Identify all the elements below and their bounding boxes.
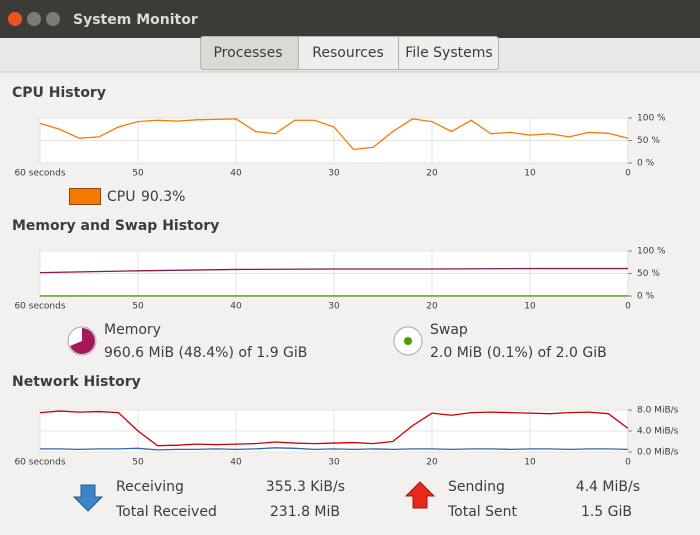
title-bar: [0, 0, 700, 38]
x-tick-label: 10: [524, 458, 536, 468]
x-tick-label: 20: [426, 169, 438, 179]
receiving-icon[interactable]: [72, 484, 104, 512]
tab[interactable]: Processes: [213, 45, 282, 61]
memory-reading: 960.6 MiB (48.4%) of 1.9 GiB: [104, 345, 307, 361]
y-tick-label: 0 %: [637, 292, 655, 302]
series-line: [39, 410, 629, 447]
close-button[interactable]: [8, 12, 22, 26]
section-title: Network History: [12, 374, 141, 390]
total-name: Total Sent: [447, 504, 518, 520]
cpu-color-swatch[interactable]: [69, 188, 101, 205]
sending-icon[interactable]: [404, 481, 436, 509]
memory-icon-fill: [70, 328, 95, 354]
x-tick-label: 60 seconds: [14, 169, 65, 179]
y-tick-label: 100 %: [637, 114, 666, 124]
x-tick-label: 40: [230, 458, 242, 468]
x-tick-label: 0: [625, 458, 631, 468]
x-tick-label: 40: [230, 169, 242, 179]
swap-reading: 2.0 MiB (0.1%) of 2.0 GiB: [430, 345, 607, 361]
y-tick-label: 0 %: [637, 159, 655, 169]
y-tick-label: 50 %: [637, 269, 660, 279]
x-tick-label: 50: [132, 302, 144, 312]
section-title: CPU History: [12, 85, 106, 101]
tab[interactable]: File Systems: [405, 45, 492, 61]
x-tick-label: 20: [426, 302, 438, 312]
swap-icon-fill: [404, 337, 412, 345]
x-tick-label: 30: [328, 458, 340, 468]
total-received: 231.8 MiB: [270, 504, 340, 520]
maximize-button[interactable]: [46, 12, 60, 26]
x-tick-label: 50: [132, 458, 144, 468]
window-title: System Monitor: [73, 12, 198, 28]
tab[interactable]: Resources: [312, 45, 384, 61]
y-tick-label: 0.0 MiB/s: [637, 448, 679, 458]
x-tick-label: 60 seconds: [14, 458, 65, 468]
y-tick-label: 8.0 MiB/s: [637, 406, 679, 416]
series-line: [39, 118, 629, 151]
legend-name: Memory: [104, 322, 161, 338]
x-tick-label: 30: [328, 302, 340, 312]
legend-name: Swap: [430, 322, 468, 338]
legend-name: Sending: [448, 479, 505, 495]
x-tick-label: 0: [625, 302, 631, 312]
x-tick-label: 10: [524, 169, 536, 179]
total-sent: 1.5 GiB: [581, 504, 632, 520]
section-title: Memory and Swap History: [12, 218, 219, 234]
y-tick-label: 100 %: [637, 247, 666, 257]
x-tick-label: 60 seconds: [14, 302, 65, 312]
y-tick-label: 4.0 MiB/s: [637, 427, 679, 437]
y-tick-label: 50 %: [637, 136, 660, 146]
sending-rate: 4.4 MiB/s: [576, 479, 640, 495]
legend-name: CPU: [107, 189, 135, 205]
x-tick-label: 40: [230, 302, 242, 312]
x-tick-label: 50: [132, 169, 144, 179]
x-tick-label: 20: [426, 458, 438, 468]
total-name: Total Received: [115, 504, 217, 520]
x-tick-label: 30: [328, 169, 340, 179]
receiving-rate: 355.3 KiB/s: [266, 479, 345, 495]
series-line: [40, 447, 629, 451]
cpu-reading: 90.3%: [141, 189, 185, 205]
series-line: [39, 267, 628, 274]
x-tick-label: 10: [524, 302, 536, 312]
x-tick-label: 0: [625, 169, 631, 179]
minimize-button[interactable]: [27, 12, 41, 26]
legend-name: Receiving: [116, 479, 184, 495]
tab-active[interactable]: [200, 36, 299, 70]
